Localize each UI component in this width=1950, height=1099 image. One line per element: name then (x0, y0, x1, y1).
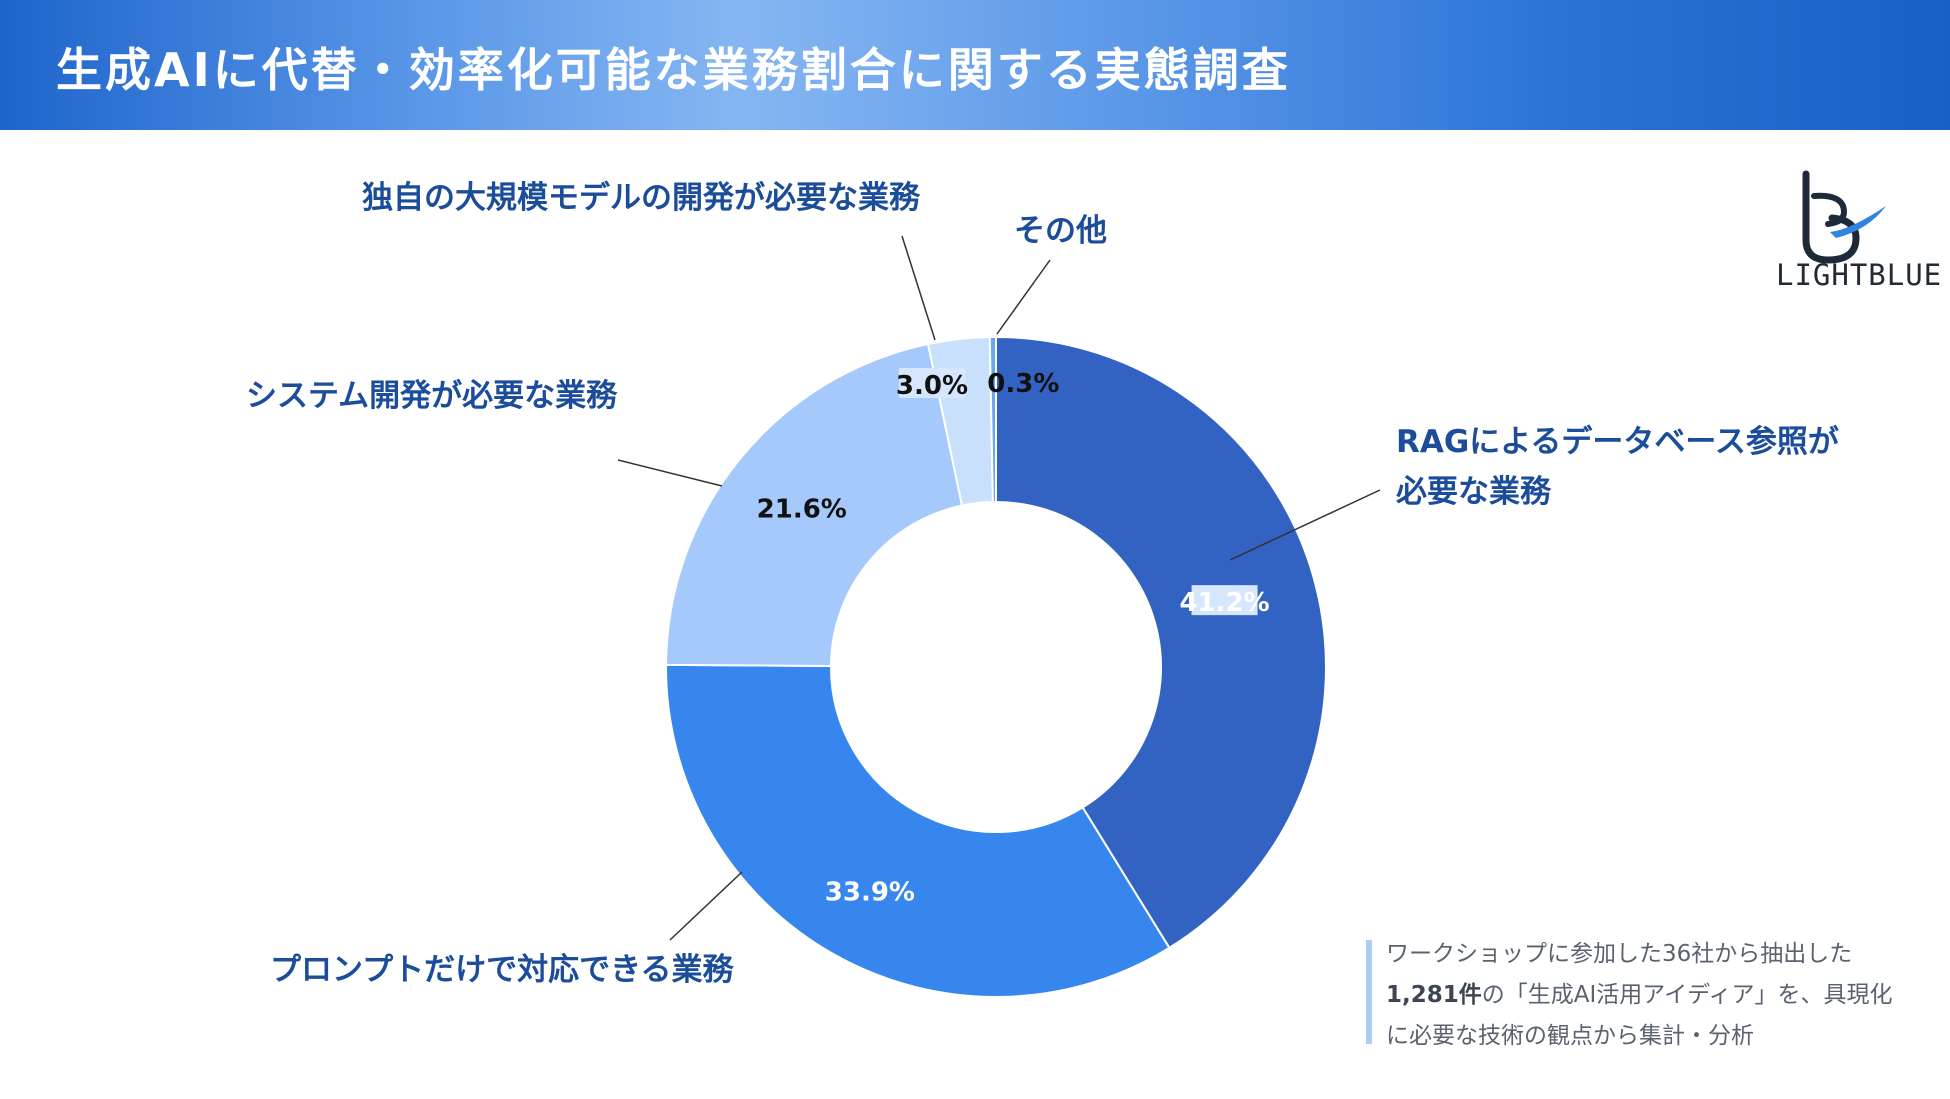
note-line-2: 1,281件の「生成AI活用アイディア」を、具現化 (1386, 975, 1946, 1016)
source-note: ワークショップに参加した36社から抽出した 1,281件の「生成AI活用アイディ… (1386, 934, 1946, 1057)
note-line-1: ワークショップに参加した36社から抽出した (1386, 941, 1853, 967)
category-label-prompt-only: プロンプトだけで対応できる業務 (270, 952, 734, 988)
value-label-rag: 41.2% (1179, 588, 1269, 618)
value-label-own-model: 3.0% (896, 371, 968, 401)
category-label-system-dev: システム開発が必要な業務 (246, 378, 618, 414)
leader-line-other (996, 259, 1051, 335)
donut-slices (665, 335, 1327, 998)
slice-rag (995, 335, 1327, 950)
leader-lines (617, 235, 1381, 941)
slice-system-dev (665, 342, 964, 667)
value-labels: 41.2% 33.9% 21.6% 3.0% 0.3% (757, 368, 1270, 907)
slice-prompt-only (665, 663, 1171, 998)
value-label-prompt-only: 33.9% (825, 877, 915, 907)
header-banner: 生成AIに代替・効率化可能な業務割合に関する実態調査 (0, 0, 1950, 130)
leader-line-own-model (901, 235, 936, 341)
category-label-own-model: 独自の大規模モデルの開発が必要な業務 (362, 180, 921, 216)
value-label-system-dev: 21.6% (757, 494, 847, 524)
value-label-bg-own-model (898, 368, 965, 399)
page-title: 生成AIに代替・効率化可能な業務割合に関する実態調査 (56, 43, 1291, 97)
leader-line-prompt-only (669, 871, 743, 941)
note-line-3: に必要な技術の観点から集計・分析 (1386, 1023, 1754, 1049)
leader-line-system-dev (617, 459, 723, 487)
category-label-rag-line-1: RAGによるデータベース参照が (1396, 424, 1839, 460)
logo-wordmark: LIGHTBLUE (1776, 258, 1943, 292)
leader-line-rag (1229, 489, 1381, 561)
note-accent-bar (1366, 940, 1372, 1044)
category-label-other: その他 (1014, 213, 1107, 249)
value-label-other: 0.3% (987, 369, 1059, 399)
lightblue-logo-icon (1802, 170, 1886, 264)
value-label-bg-rag (1191, 585, 1258, 616)
category-label-rag-line-2: 必要な業務 (1396, 474, 1552, 510)
slice-other (988, 335, 997, 504)
note-line-2-rest: の「生成AI活用アイディア」を、具現化 (1481, 982, 1893, 1008)
note-count: 1,281件 (1386, 982, 1482, 1008)
